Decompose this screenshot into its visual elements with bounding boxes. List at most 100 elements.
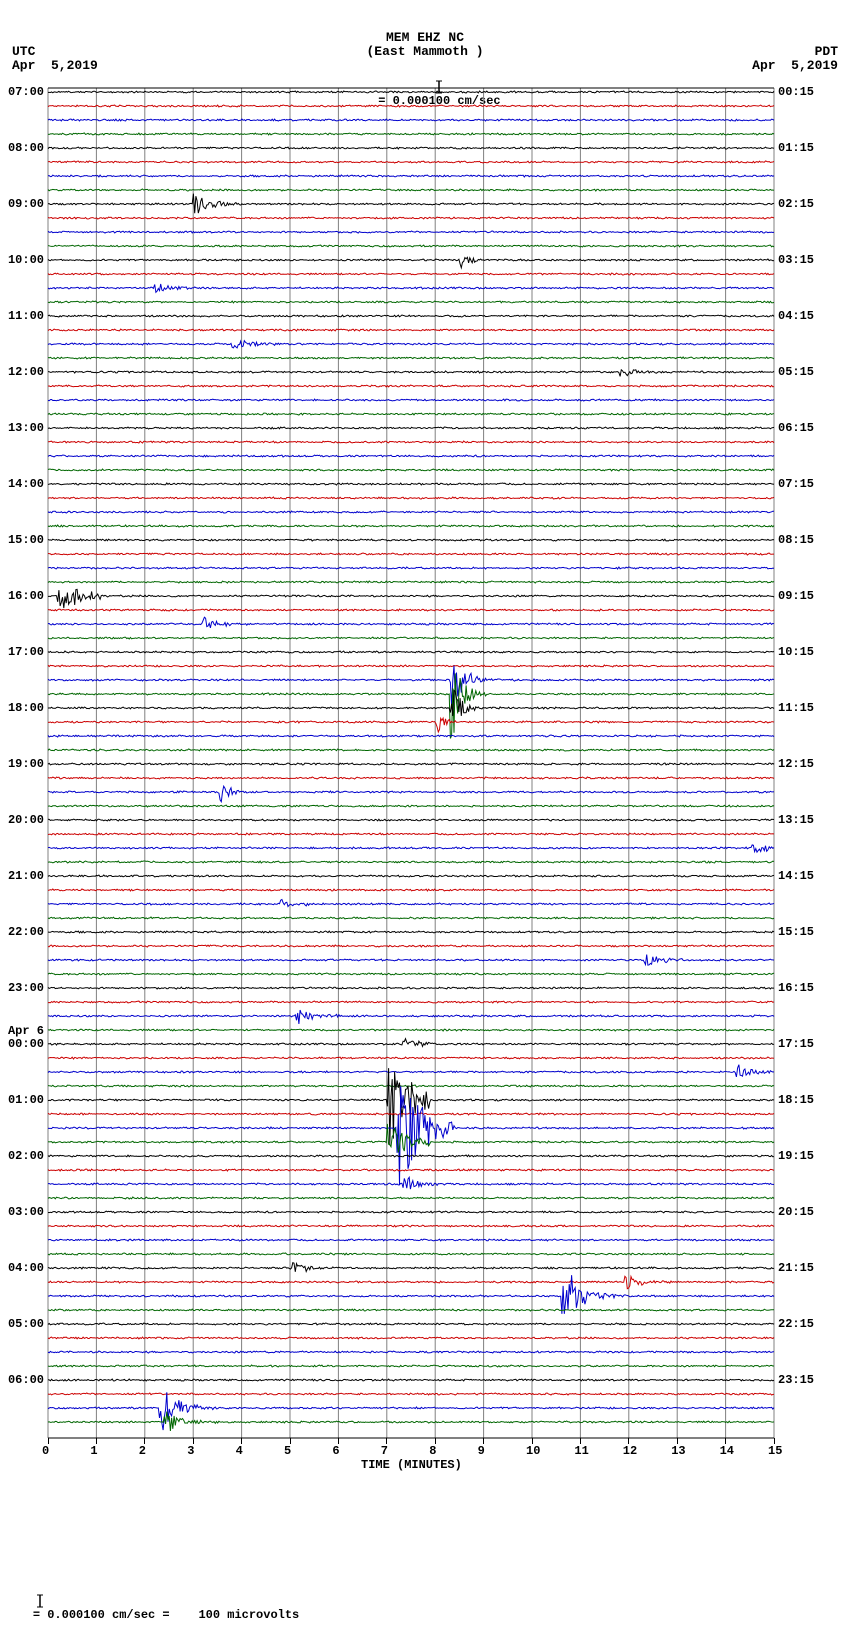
seismic-trace [48,525,774,527]
seismic-trace [48,833,774,835]
right-time-label: 16:15 [778,981,814,995]
station-title: MEM EHZ NC [0,30,850,45]
seismic-trace [48,749,774,751]
seismic-trace [48,875,774,877]
right-time-label: 14:15 [778,869,814,883]
left-time-label: 00:00 [8,1037,44,1051]
seismic-trace [48,1169,774,1171]
seismic-trace [48,357,774,359]
x-axis-title: TIME (MINUTES) [361,1458,462,1472]
seismogram-page: MEM EHZ NC (East Mammoth ) = 0.000100 cm… [0,0,850,1613]
left-time-label: 01:00 [8,1093,44,1107]
seismic-trace [48,553,774,555]
seismic-trace [48,273,774,275]
right-time-label: 06:15 [778,421,814,435]
right-time-label: 00:15 [778,85,814,99]
right-time-label: 22:15 [778,1317,814,1331]
left-time-label: 09:00 [8,197,44,211]
left-time-label: 02:00 [8,1149,44,1163]
seismic-trace [48,441,774,443]
right-time-label: 05:15 [778,365,814,379]
left-time-label: 04:00 [8,1261,44,1275]
x-tick-label: 9 [478,1444,485,1458]
right-time-label: 18:15 [778,1093,814,1107]
x-tick-label: 14 [720,1444,734,1458]
right-time-label: 08:15 [778,533,814,547]
seismic-trace [48,931,774,933]
seismic-trace [48,315,774,317]
seismic-trace [48,231,774,233]
left-time-label: 06:00 [8,1373,44,1387]
left-time-label: 23:00 [8,981,44,995]
x-tick-label: 13 [671,1444,685,1458]
seismic-trace [48,399,774,401]
seismic-trace [48,666,774,707]
seismic-trace [48,786,774,802]
left-time-label: 17:00 [8,645,44,659]
left-time-label: 14:00 [8,477,44,491]
right-time-label: 15:15 [778,925,814,939]
seismic-trace [48,777,774,779]
seismic-trace [48,609,774,611]
x-tick-label: 12 [623,1444,637,1458]
seismic-trace [48,1211,774,1213]
right-time-label: 17:15 [778,1037,814,1051]
seismic-trace [48,845,774,852]
seismic-trace [48,589,774,608]
seismic-trace [48,805,774,807]
right-time-label: 12:15 [778,757,814,771]
seismic-trace [48,217,774,219]
left-date-break: Apr 6 [8,1024,44,1038]
seismic-trace [48,1225,774,1227]
footer-scale: = 0.000100 cm/sec = 100 microvolts [4,1580,299,1636]
x-tick-label: 0 [42,1444,49,1458]
right-time-label: 19:15 [778,1149,814,1163]
left-tz: UTC [12,44,35,59]
seismic-trace [48,987,774,989]
right-time-label: 02:15 [778,197,814,211]
right-time-label: 21:15 [778,1261,814,1275]
x-tick-label: 15 [768,1444,782,1458]
right-time-label: 10:15 [778,645,814,659]
x-tick-label: 10 [526,1444,540,1458]
right-date: Apr 5,2019 [752,58,838,73]
right-time-label: 20:15 [778,1205,814,1219]
seismic-trace [48,91,774,93]
x-tick-label: 2 [139,1444,146,1458]
seismic-trace [48,955,774,966]
left-time-label: 08:00 [8,141,44,155]
seismic-trace [48,1010,774,1024]
right-time-label: 04:15 [778,309,814,323]
left-time-label: 07:00 [8,85,44,99]
seismic-trace [48,1197,774,1199]
seismic-trace [48,511,774,513]
seismic-trace [48,637,774,639]
left-time-label: 18:00 [8,701,44,715]
seismic-trace [48,483,774,485]
left-time-label: 22:00 [8,925,44,939]
left-time-label: 05:00 [8,1317,44,1331]
seismic-trace [48,973,774,975]
seismic-trace [48,1393,774,1395]
seismic-trace [48,735,774,737]
seismic-trace [48,245,774,247]
x-tick-label: 7 [381,1444,388,1458]
left-time-label: 13:00 [8,421,44,435]
seismic-trace [48,567,774,569]
x-tick-label: 8 [429,1444,436,1458]
seismic-trace [48,665,774,667]
seismic-trace [48,539,774,541]
seismic-trace [48,147,774,149]
left-time-label: 12:00 [8,365,44,379]
left-time-label: 16:00 [8,589,44,603]
x-tick-label: 3 [187,1444,194,1458]
left-time-label: 19:00 [8,757,44,771]
seismic-trace [48,1029,774,1031]
seismic-trace [48,189,774,191]
seismic-trace [48,1323,774,1325]
seismic-trace [48,497,774,499]
seismic-trace [48,341,774,348]
seismic-trace [48,257,774,268]
seismic-trace [48,1239,774,1241]
left-time-label: 20:00 [8,813,44,827]
